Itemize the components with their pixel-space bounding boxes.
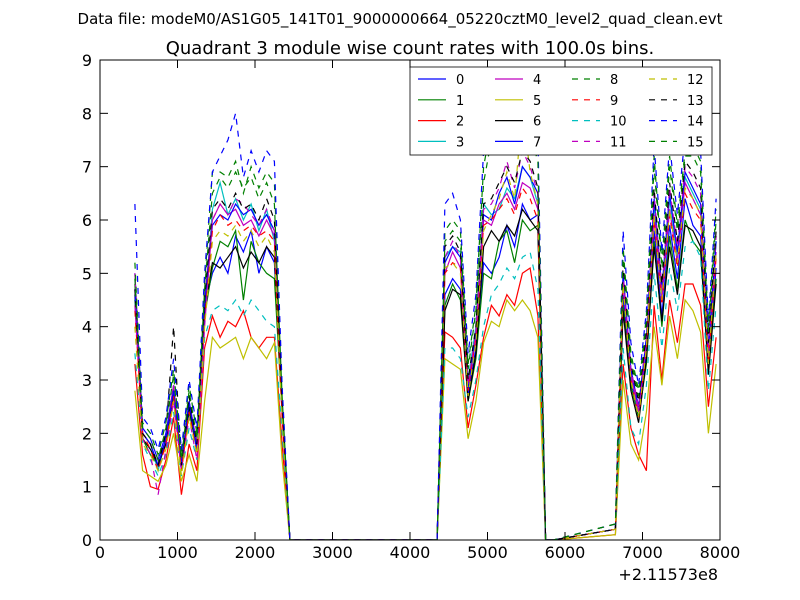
series-line-5 bbox=[134, 298, 717, 540]
legend-label-15: 15 bbox=[687, 135, 704, 150]
y-tick-label: 5 bbox=[82, 264, 92, 283]
series-line-13 bbox=[134, 149, 717, 540]
legend-label-8: 8 bbox=[610, 73, 618, 88]
legend-label-6: 6 bbox=[533, 115, 541, 130]
chart-title: Quadrant 3 module wise count rates with … bbox=[166, 38, 655, 59]
legend-label-11: 11 bbox=[610, 135, 627, 150]
series-line-6 bbox=[134, 207, 717, 540]
x-tick-label: 8000 bbox=[700, 543, 741, 562]
legend-label-1: 1 bbox=[456, 94, 464, 109]
series-line-12 bbox=[134, 107, 717, 540]
series-line-10 bbox=[134, 240, 717, 540]
legend-label-13: 13 bbox=[687, 94, 704, 109]
x-offset-label: +2.11573e8 bbox=[618, 565, 718, 584]
x-tick-label: 2000 bbox=[235, 543, 276, 562]
y-tick-label: 6 bbox=[82, 211, 92, 230]
legend-label-14: 14 bbox=[687, 115, 704, 130]
y-tick-label: 4 bbox=[82, 318, 92, 337]
legend-label-7: 7 bbox=[533, 135, 541, 150]
legend-label-2: 2 bbox=[456, 115, 464, 130]
series-line-8 bbox=[134, 117, 717, 540]
y-tick-label: 7 bbox=[82, 158, 92, 177]
legend-label-12: 12 bbox=[687, 73, 704, 88]
x-tick-label: 1000 bbox=[157, 543, 198, 562]
legend-label-10: 10 bbox=[610, 115, 627, 130]
y-tick-label: 9 bbox=[82, 51, 92, 70]
legend-label-4: 4 bbox=[533, 73, 541, 88]
y-tick-label: 2 bbox=[82, 424, 92, 443]
x-tick-label: 5000 bbox=[467, 543, 508, 562]
figure-suptitle: Data file: modeM0/AS1G05_141T01_90000006… bbox=[78, 10, 723, 29]
legend-label-0: 0 bbox=[456, 73, 464, 88]
legend-box bbox=[409, 66, 713, 156]
y-tick-label: 8 bbox=[82, 104, 92, 123]
axis-ticks: 0 1000 2000 3000 4000 5000 6000 7000 80000123456… bbox=[82, 51, 741, 562]
series-line-14 bbox=[134, 84, 717, 540]
series-line-2 bbox=[134, 266, 717, 540]
y-tick-label: 3 bbox=[82, 371, 92, 390]
y-tick-label: 1 bbox=[82, 478, 92, 497]
x-tick-label: 0 bbox=[95, 543, 105, 562]
y-tick-label: 0 bbox=[82, 531, 92, 550]
legend-label-5: 5 bbox=[533, 94, 541, 109]
x-tick-label: 4000 bbox=[390, 543, 431, 562]
legend-label-3: 3 bbox=[456, 135, 464, 150]
x-tick-label: 6000 bbox=[545, 543, 586, 562]
series-line-1 bbox=[134, 218, 717, 540]
plot-frame bbox=[99, 59, 721, 541]
x-tick-label: 3000 bbox=[312, 543, 353, 562]
series-layer bbox=[134, 84, 717, 540]
legend-label-9: 9 bbox=[610, 94, 618, 109]
x-tick-label: 7000 bbox=[622, 543, 663, 562]
